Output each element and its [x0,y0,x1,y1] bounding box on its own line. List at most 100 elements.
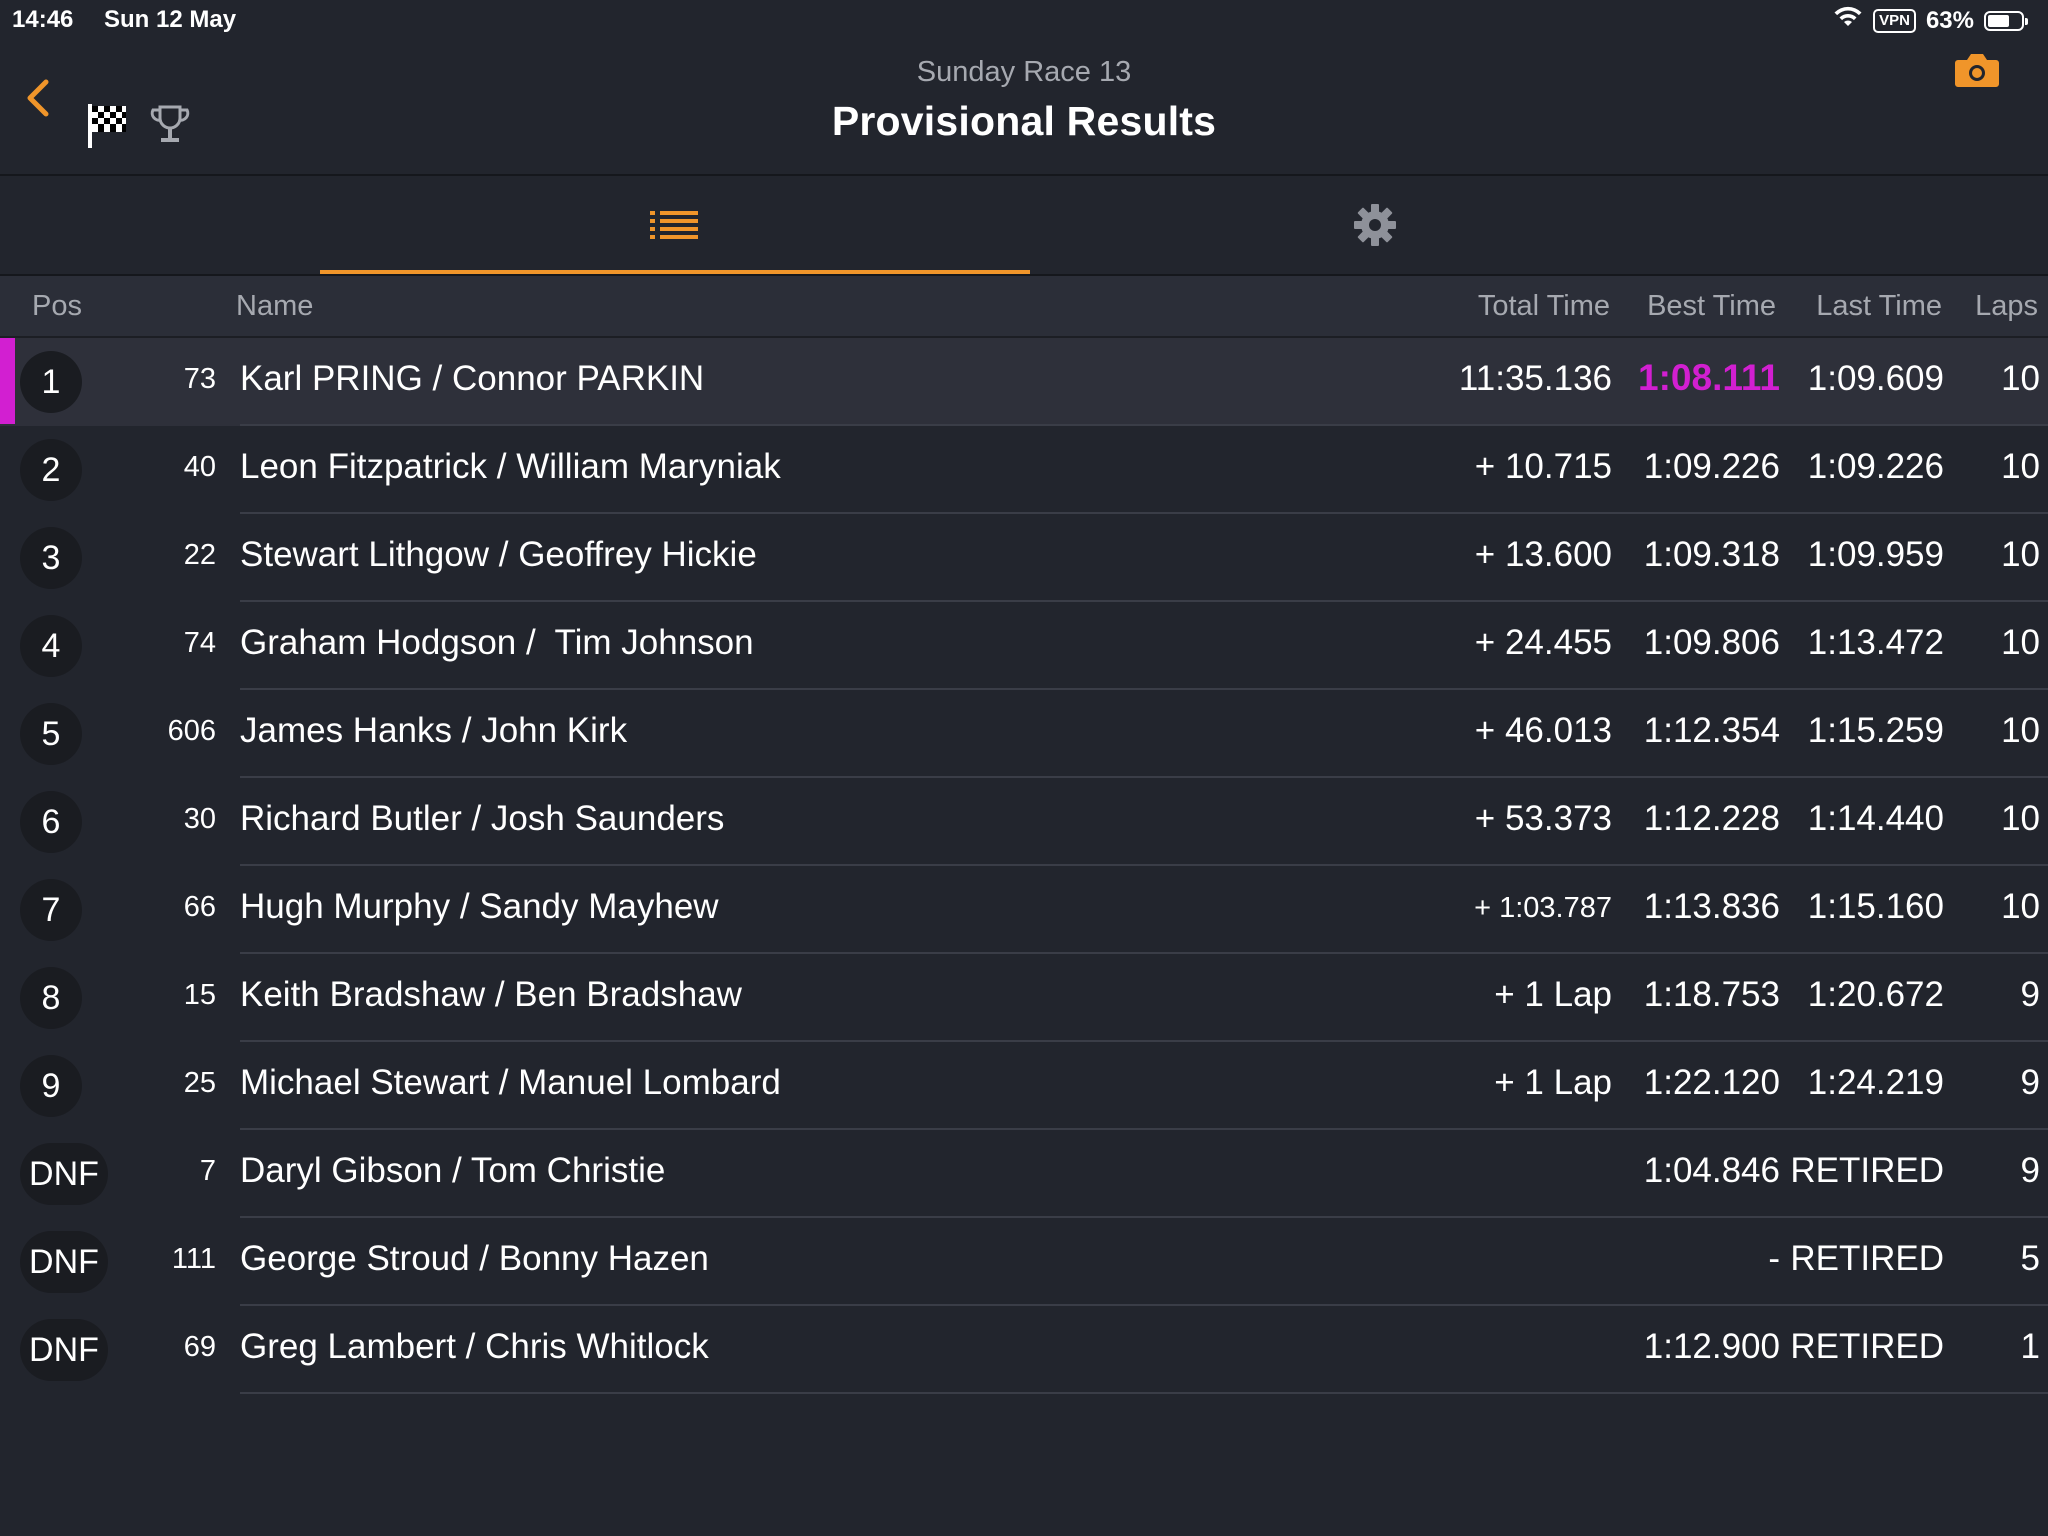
table-row[interactable]: 9 25 Michael Stewart / Manuel Lombard + … [0,1042,2048,1130]
checkered-flag-icon[interactable] [86,102,130,155]
best-time: 1:04.846 [1643,1151,1780,1190]
best-time: 1:13.836 [1643,887,1780,926]
list-icon [650,211,698,239]
car-number: 7 [199,1155,216,1187]
best-time: 1:22.120 [1643,1063,1780,1102]
last-time: 1:09.609 [1807,359,1944,398]
car-number: 73 [183,363,216,395]
car-number: 606 [167,715,216,747]
last-time: 1:15.160 [1807,887,1944,926]
laps: 10 [2001,535,2040,574]
column-header-name[interactable]: Name [236,290,314,322]
position-badge: 5 [20,703,82,765]
table-row[interactable]: 5 606 James Hanks / John Kirk + 46.013 1… [0,690,2048,778]
last-time: RETIRED [1790,1327,1944,1366]
best-time: 1:18.753 [1643,975,1780,1014]
total-time: + 46.013 [1474,711,1612,750]
car-number: 15 [183,979,216,1011]
table-row[interactable]: 1 73 Karl PRING / Connor PARKIN 11:35.13… [0,338,2048,426]
car-number: 40 [183,451,216,483]
position-badge: 3 [20,527,82,589]
best-time: 1:09.806 [1643,623,1780,662]
trophy-icon[interactable] [150,104,190,153]
status-indicators: VPN 63% [1833,6,2028,35]
driver-names: Hugh Murphy / Sandy Mayhew [240,887,719,926]
position-badge: 6 [20,791,82,853]
table-row[interactable]: DNF 111 George Stroud / Bonny Hazen - RE… [0,1218,2048,1306]
gear-icon [1354,204,1396,246]
car-number: 66 [183,891,216,923]
nav-bar: Sunday Race 13 Provisional Results [0,40,2048,176]
position-badge: 9 [20,1055,82,1117]
table-row[interactable]: DNF 69 Greg Lambert / Chris Whitlock 1:1… [0,1306,2048,1394]
tab-settings[interactable] [1020,176,1730,274]
driver-names: Keith Bradshaw / Ben Bradshaw [240,975,742,1014]
table-row[interactable]: 3 22 Stewart Lithgow / Geoffrey Hickie +… [0,514,2048,602]
driver-names: Leon Fitzpatrick / William Maryniak [240,447,781,486]
table-row[interactable]: 8 15 Keith Bradshaw / Ben Bradshaw + 1 L… [0,954,2048,1042]
position-badge: DNF [20,1143,108,1205]
best-time-fastest: 1:08.111 [1638,357,1780,398]
driver-names: Karl PRING / Connor PARKIN [240,359,705,398]
laps: 10 [2001,359,2040,398]
column-header-pos[interactable]: Pos [32,290,82,322]
table-row[interactable]: 7 66 Hugh Murphy / Sandy Mayhew + 1:03.7… [0,866,2048,954]
last-time: 1:15.259 [1807,711,1944,750]
column-header-last-time[interactable]: Last Time [1816,290,1942,322]
leader-marker [0,338,15,424]
car-number: 74 [183,627,216,659]
total-time: + 13.600 [1474,535,1612,574]
last-time: 1:09.959 [1807,535,1944,574]
position-badge: 7 [20,879,82,941]
best-time: 1:12.354 [1643,711,1780,750]
total-time: + 1 Lap [1494,975,1612,1014]
position-badge: 2 [20,439,82,501]
table-row[interactable]: 2 40 Leon Fitzpatrick / William Maryniak… [0,426,2048,514]
page-title: Provisional Results [831,98,1217,144]
table-row[interactable]: 4 74 Graham Hodgson / Tim Johnson + 24.4… [0,602,2048,690]
tab-bar [0,176,2048,276]
driver-names: James Hanks / John Kirk [240,711,628,750]
laps: 9 [2020,975,2040,1014]
results-table: 1 73 Karl PRING / Connor PARKIN 11:35.13… [0,338,2048,1394]
table-row[interactable]: DNF 7 Daryl Gibson / Tom Christie 1:04.8… [0,1130,2048,1218]
last-time: RETIRED [1790,1239,1944,1278]
position-badge: 4 [20,615,82,677]
best-time: 1:09.226 [1643,447,1780,486]
laps: 9 [2020,1063,2040,1102]
chevron-left-icon [27,79,49,117]
last-time: 1:20.672 [1807,975,1944,1014]
laps: 10 [2001,447,2040,486]
column-header-best-time[interactable]: Best Time [1647,290,1776,322]
last-time: RETIRED [1790,1151,1944,1190]
table-row[interactable]: 6 30 Richard Butler / Josh Saunders + 53… [0,778,2048,866]
last-time: 1:09.226 [1807,447,1944,486]
car-number: 111 [171,1243,216,1275]
last-time: 1:24.219 [1807,1063,1944,1102]
laps: 10 [2001,623,2040,662]
driver-names: Greg Lambert / Chris Whitlock [240,1327,709,1366]
total-time: + 1 Lap [1494,1063,1612,1102]
camera-button[interactable] [1954,50,2000,95]
column-header-laps[interactable]: Laps [1975,290,2038,322]
status-date: Sun 12 May [104,6,237,33]
status-bar: 14:46 Sun 12 May VPN 63% [0,0,2048,40]
position-badge: DNF [20,1231,108,1293]
battery-percent: 63% [1925,6,1974,34]
best-time: 1:12.900 [1643,1327,1780,1366]
camera-icon [1955,54,1999,87]
back-button[interactable] [18,60,58,120]
laps: 10 [2001,799,2040,838]
best-time: 1:09.318 [1643,535,1780,574]
vpn-badge: VPN [1873,8,1916,33]
column-header-total-time[interactable]: Total Time [1477,290,1610,322]
laps: 9 [2020,1151,2040,1190]
position-badge: 1 [20,351,82,413]
best-time: - [1768,1239,1780,1278]
tab-results-list[interactable] [320,176,1030,274]
laps: 1 [2020,1327,2040,1366]
driver-names: George Stroud / Bonny Hazen [240,1239,709,1278]
car-number: 69 [183,1331,216,1363]
last-time: 1:14.440 [1807,799,1944,838]
driver-names: Michael Stewart / Manuel Lombard [240,1063,781,1102]
